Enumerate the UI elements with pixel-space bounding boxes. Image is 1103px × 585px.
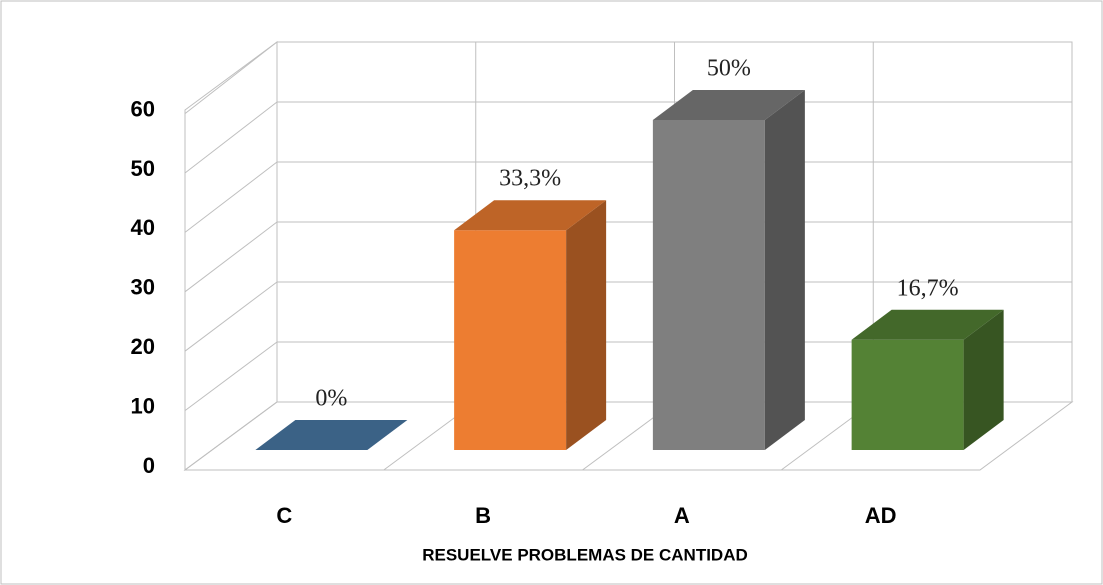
y-tick-label: 50: [131, 156, 155, 181]
bar-front: [851, 339, 964, 450]
side-wall: [184, 41, 278, 471]
x-tick-label: AD: [865, 503, 897, 528]
bar-front: [652, 120, 765, 450]
side-grid-line: [184, 401, 278, 471]
y-tick-label: 20: [131, 334, 155, 359]
bar-side: [566, 200, 607, 450]
side-grid-line: [184, 161, 278, 233]
side-grid-line: [184, 281, 278, 352]
bar: [652, 90, 805, 450]
y-tick-label: 60: [131, 96, 155, 121]
bar-top: [454, 200, 607, 231]
bar: [851, 309, 1004, 450]
bar: [454, 200, 607, 450]
y-tick-label: 10: [131, 393, 155, 418]
bar: [255, 420, 408, 450]
value-label: 16,7%: [897, 275, 959, 301]
value-label: 0%: [315, 386, 347, 412]
x-axis-label: RESUELVE PROBLEMAS DE CANTIDAD: [422, 545, 748, 564]
bar-side: [764, 90, 805, 450]
x-tick-label: C: [276, 503, 292, 528]
bar-front: [454, 230, 567, 450]
side-grid-line: [184, 41, 278, 114]
value-label: 50%: [707, 56, 751, 82]
bar-top: [851, 309, 1004, 340]
bar-side: [963, 309, 1004, 450]
y-tick-label: 40: [131, 215, 155, 240]
side-grid-line: [184, 221, 278, 293]
side-grid-line: [184, 101, 278, 174]
y-tick-label: 0: [143, 453, 155, 478]
bar-top: [652, 90, 805, 120]
value-label: 33,3%: [499, 166, 561, 192]
side-grid-line: [184, 341, 278, 412]
y-tick-label: 30: [131, 275, 155, 300]
bar-top: [255, 420, 408, 450]
x-tick-label: A: [674, 503, 690, 528]
x-tick-label: B: [475, 503, 491, 528]
